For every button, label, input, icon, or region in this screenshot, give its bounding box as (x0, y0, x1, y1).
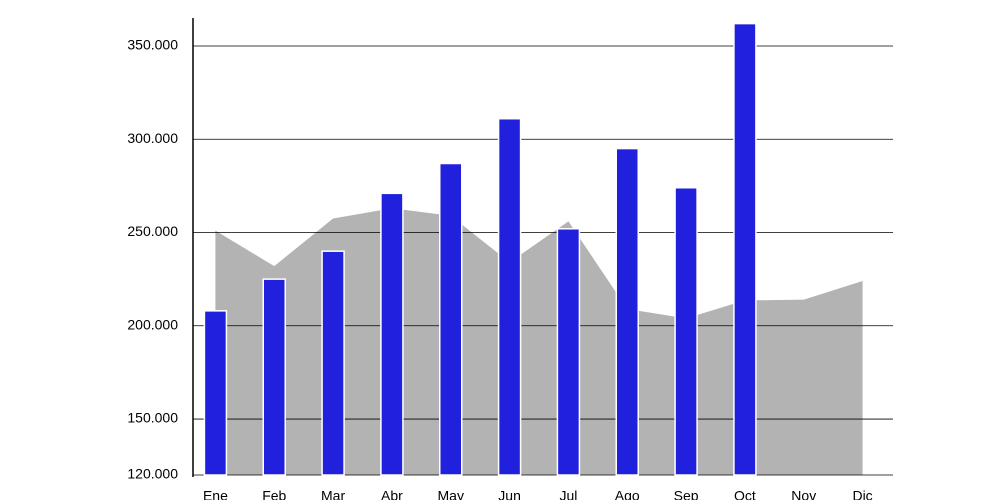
bar (321, 250, 345, 476)
area-layer (215, 208, 863, 475)
x-tick-label: Ago (615, 488, 640, 500)
y-tick-label: 200.000 (127, 316, 178, 332)
area (215, 208, 863, 475)
bar (674, 186, 698, 476)
x-tick-label: Jun (498, 488, 521, 500)
bar (380, 192, 404, 476)
bar (203, 310, 228, 476)
x-tick-label: Ene (203, 488, 228, 500)
x-tick-label: Feb (262, 488, 286, 500)
grid-layer (193, 45, 893, 476)
bar (439, 162, 463, 476)
bar-layer (203, 22, 757, 476)
x-tick-label: Oct (734, 488, 756, 500)
x-tick-label: Mar (321, 488, 345, 500)
x-tick-label: Jul (559, 488, 577, 500)
bar (615, 147, 639, 476)
label-layer: 120.000 150.000 200.000 250.000 300.000 350.0… (127, 37, 872, 500)
y-tick-label: 120.000 (127, 466, 178, 482)
y-tick-label: 300.000 (127, 130, 178, 146)
x-tick-label: Abr (381, 488, 403, 500)
y-tick-label: 250.000 (127, 223, 178, 239)
x-tick-label: Dic (852, 488, 872, 500)
bar (262, 278, 286, 476)
bar (733, 22, 757, 476)
y-tick-label: 350.000 (127, 37, 178, 53)
bar (556, 228, 581, 476)
x-tick-label: May (438, 488, 464, 500)
x-tick-label: Nov (791, 488, 816, 500)
x-tick-label: Sep (674, 488, 699, 500)
y-tick-label: 150.000 (127, 410, 178, 426)
bar (497, 117, 522, 476)
